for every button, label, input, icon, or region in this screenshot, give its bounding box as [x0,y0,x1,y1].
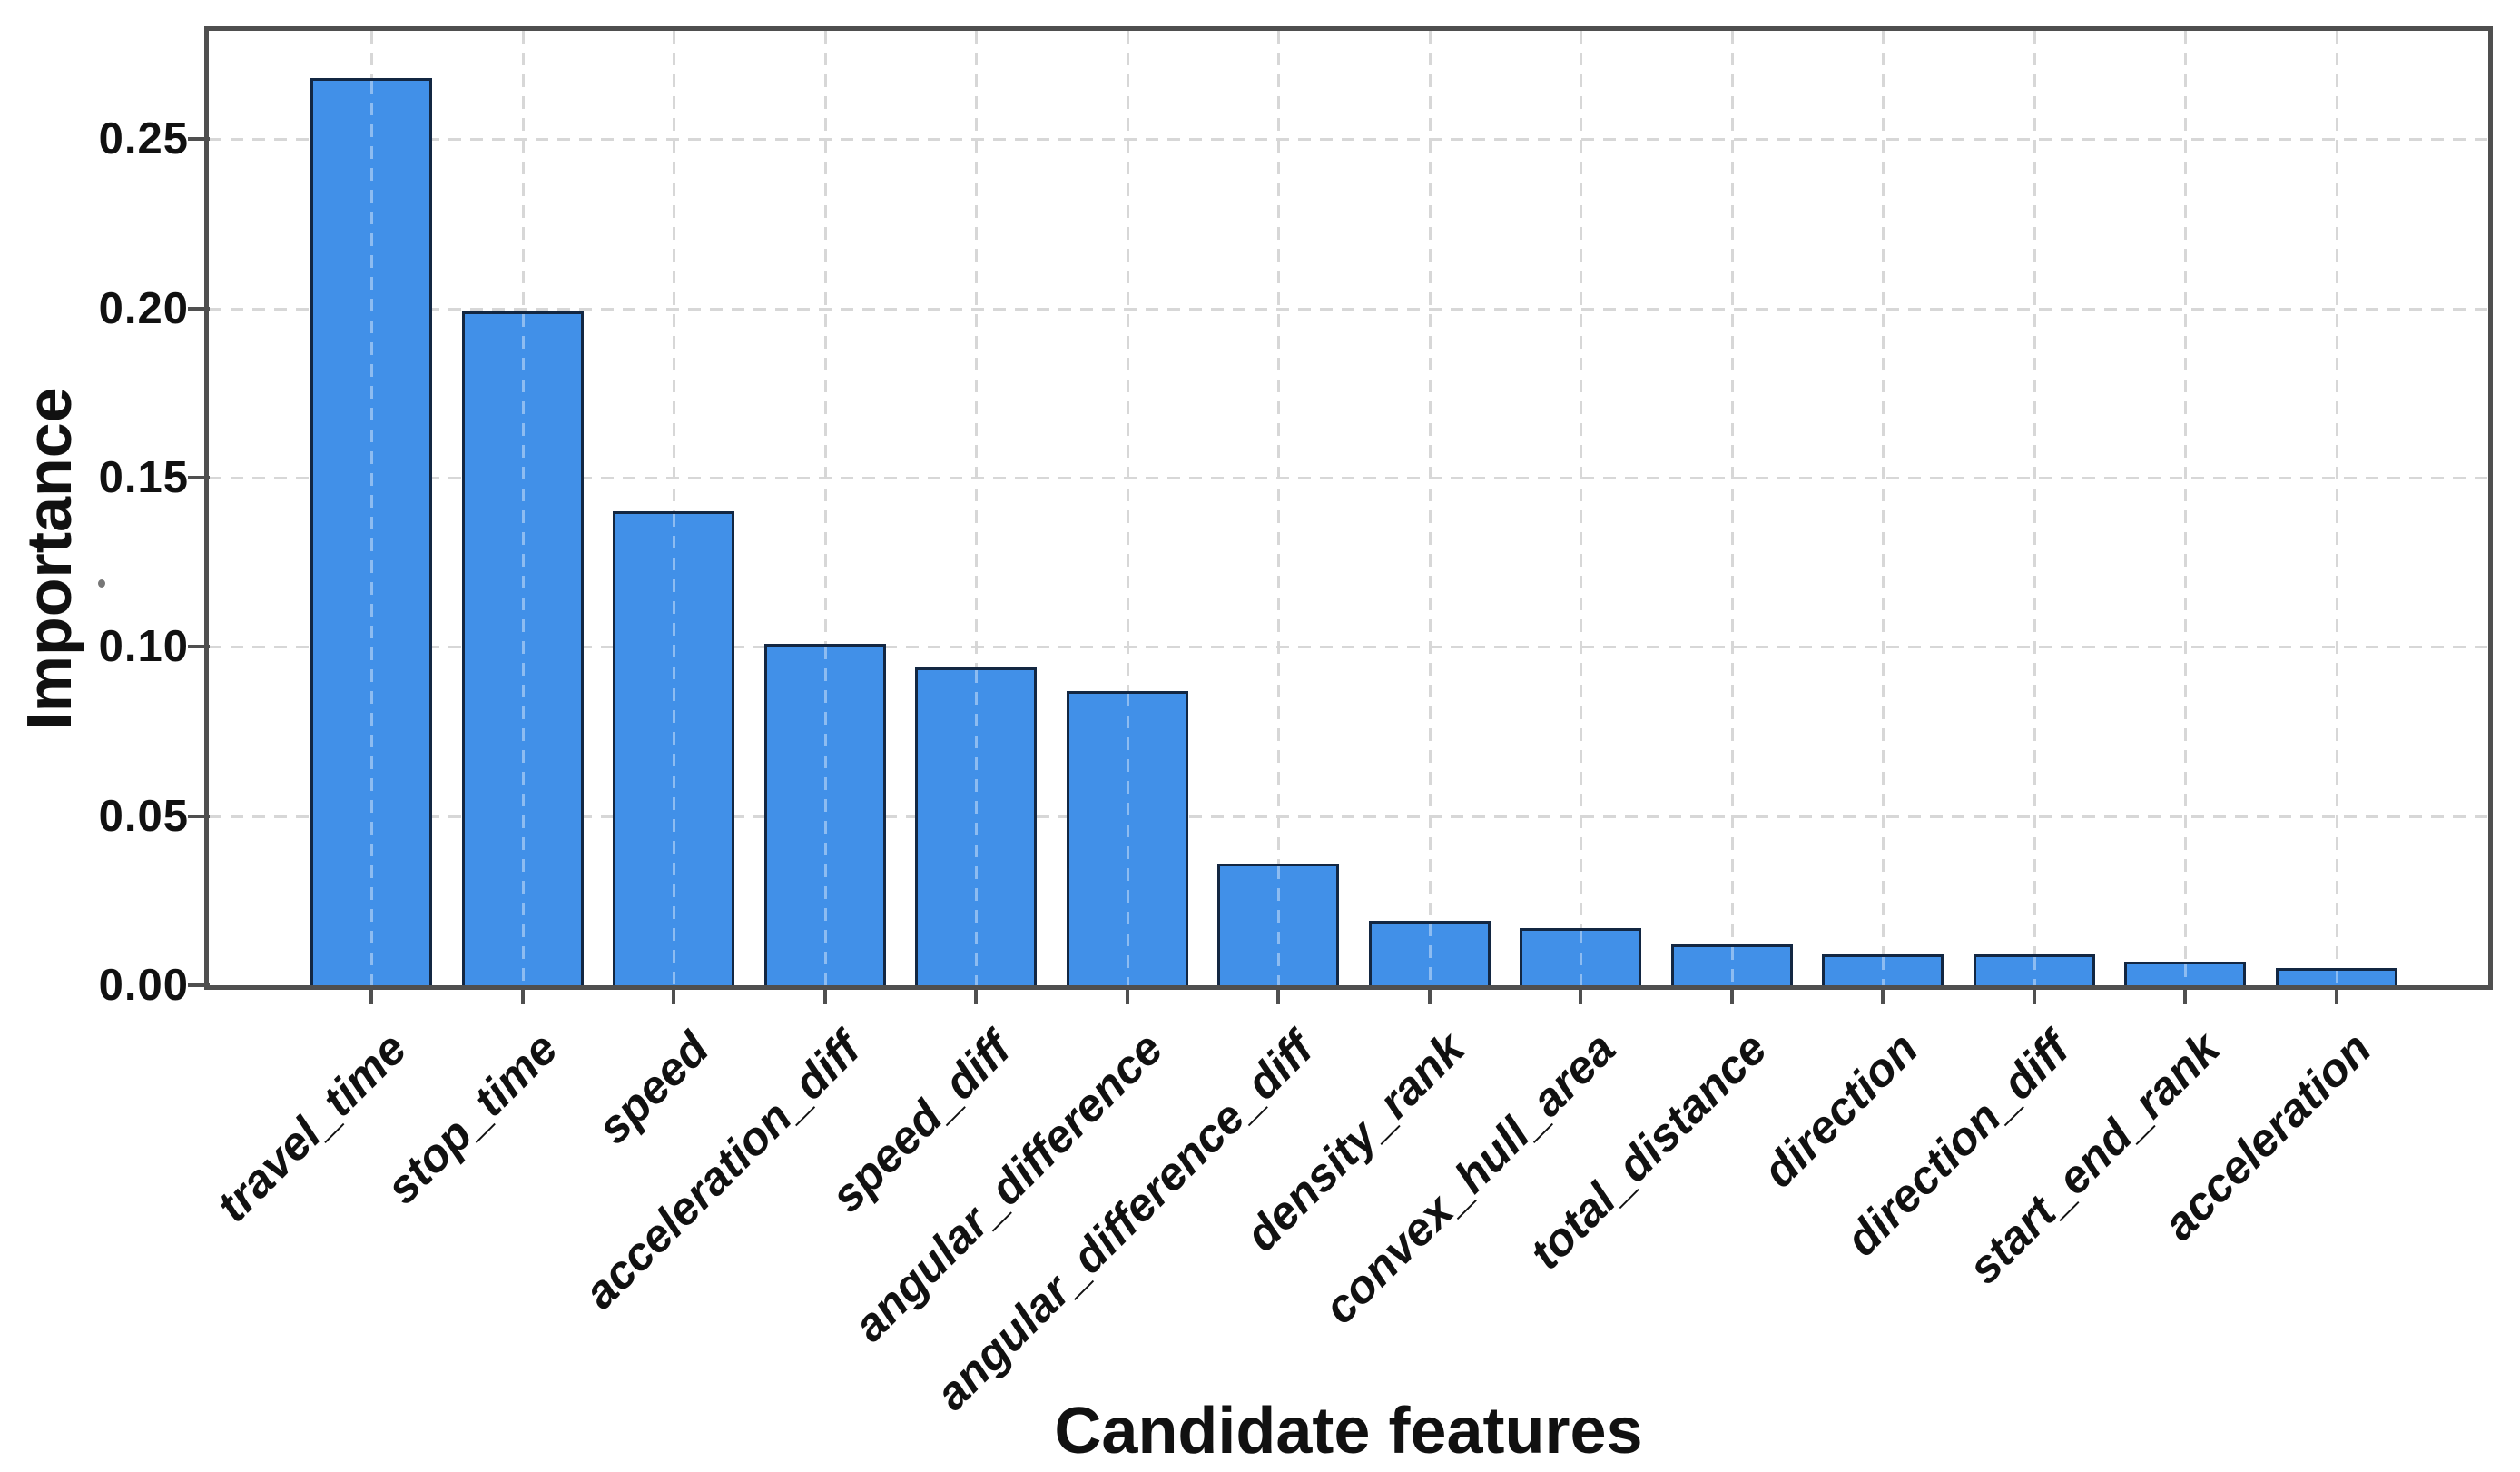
x-axis-title: Candidate features [1054,1395,1643,1467]
bar-gridline-overlay [974,670,978,985]
gridline-v-angular_difference [1127,31,1129,985]
bar-travel_time [310,78,432,985]
bar-gridline-overlay [2033,957,2036,985]
bar-gridline-overlay [2183,964,2187,985]
x-tick-start_end_rank [2183,990,2187,1004]
bar-direction [1822,954,1944,985]
x-tick-acceleration [2335,990,2338,1004]
y-tick-label-0.05: 0.05 [98,792,189,841]
plot-area [209,31,2488,985]
bar-gridline-overlay [1428,924,1432,985]
y-tick-label-0.00: 0.00 [98,961,189,1010]
x-tick-label-convex_hull_area: convex_hull_area [1314,1022,1626,1334]
x-tick-angular_difference_diff [1276,990,1280,1004]
y-tick-0.25 [188,137,210,141]
x-tick-direction_diff [2033,990,2036,1004]
bar-start_end_rank [2124,962,2246,985]
bar-density_rank [1369,921,1491,985]
stray-mark [98,579,105,588]
x-tick-label-speed: speed [586,1022,719,1154]
gridline-v-acceleration_diff [824,31,827,985]
y-tick-0.20 [188,307,210,311]
bar-gridline-overlay [521,314,525,985]
x-tick-angular_difference [1126,990,1129,1004]
bar-angular_difference [1067,691,1188,985]
x-tick-convex_hull_area [1579,990,1582,1004]
y-tick-label-0.10: 0.10 [98,622,189,671]
bar-direction_diff [1974,954,2095,985]
x-tick-travel_time [369,990,373,1004]
x-tick-acceleration_diff [823,990,827,1004]
gridline-h-0.20 [209,308,2488,311]
x-tick-total_distance [1730,990,1734,1004]
x-tick-speed_diff [974,990,978,1004]
bar-gridline-overlay [2335,971,2338,985]
gridline-h-0.10 [209,646,2488,648]
gridline-h-0.15 [209,477,2488,479]
bar-angular_difference_diff [1217,864,1339,985]
plot-border [204,26,2493,990]
y-tick-label-0.25: 0.25 [98,114,189,163]
bar-speed [613,511,734,985]
x-tick-density_rank [1428,990,1432,1004]
bar-gridline-overlay [1276,866,1280,985]
bar-total_distance [1671,944,1793,985]
gridline-h-0.05 [209,815,2488,818]
x-tick-label-acceleration_diff: acceleration_diff [573,1022,871,1319]
gridline-v-convex_hull_area [1580,31,1582,985]
bar-gridline-overlay [1881,957,1885,985]
bar-gridline-overlay [1126,694,1129,985]
bar-gridline-overlay [1730,947,1734,985]
y-axis-title: Importance [14,387,84,730]
gridline-v-angular_difference_diff [1277,31,1280,985]
bar-gridline-overlay [1579,931,1582,985]
bar-gridline-overlay [369,81,373,985]
bar-gridline-overlay [672,514,675,985]
bar-convex_hull_area [1520,928,1641,985]
x-tick-speed [672,990,675,1004]
gridline-v-direction [1882,31,1885,985]
gridline-v-direction_diff [2033,31,2036,985]
y-tick-label-0.20: 0.20 [98,284,189,333]
y-tick-0.05 [188,815,210,818]
bar-stop_time [462,311,584,985]
gridline-v-speed [673,31,675,985]
y-tick-0.00 [188,983,210,987]
x-tick-label-travel_time: travel_time [206,1022,417,1232]
gridline-v-density_rank [1429,31,1432,985]
bar-speed_diff [915,667,1037,985]
bar-acceleration [2276,968,2397,985]
bar-gridline-overlay [823,647,827,985]
gridline-v-speed_diff [975,31,978,985]
y-tick-0.15 [188,476,210,479]
y-tick-0.10 [188,645,210,648]
y-tick-label-0.15: 0.15 [98,453,189,502]
x-tick-direction [1881,990,1885,1004]
gridline-v-total_distance [1731,31,1734,985]
gridline-h-0.25 [209,138,2488,141]
x-tick-label-start_end_rank: start_end_rank [1958,1022,2230,1294]
gridline-v-start_end_rank [2184,31,2187,985]
bar-acceleration_diff [764,644,886,985]
gridline-v-acceleration [2336,31,2338,985]
x-tick-stop_time [521,990,525,1004]
